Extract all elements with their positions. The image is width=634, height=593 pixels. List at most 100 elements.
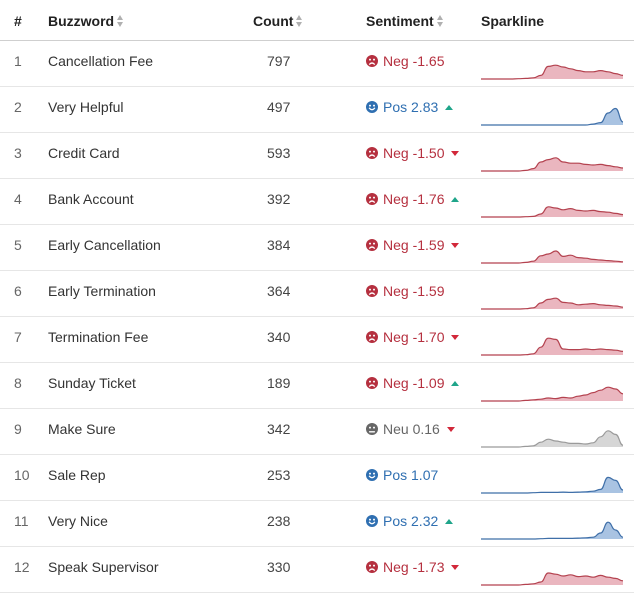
sparkline-area (481, 387, 623, 401)
sentiment-cell: Neu 0.16 (366, 420, 455, 438)
table-row[interactable]: 6 Early Termination 364 Neg -1.59 (0, 271, 634, 317)
sparkline-area (481, 65, 623, 79)
sort-icon[interactable] (436, 15, 444, 28)
neutral-face-icon (366, 423, 378, 436)
frown-icon (366, 193, 378, 206)
trend-up-icon (445, 104, 454, 110)
frown-icon (366, 239, 378, 252)
sentiment-score: Neg -1.70 (383, 329, 445, 345)
table-row[interactable]: 5 Early Cancellation 384 Neg -1.59 (0, 225, 634, 271)
sort-icon[interactable] (117, 15, 124, 28)
buzzword-cell: Early Cancellation (48, 237, 161, 253)
sentiment-score: Neg -1.09 (383, 375, 445, 391)
sparkline-line (481, 430, 624, 448)
smile-icon (366, 469, 378, 482)
sparkline-chart (481, 297, 624, 310)
sentiment-score: Neg -1.59 (383, 237, 445, 253)
count-cell: 340 (267, 329, 291, 345)
rank-cell: 5 (14, 237, 22, 253)
sparkline-chart (481, 64, 624, 80)
sparkline-chart (481, 521, 624, 540)
sparkline-chart (481, 250, 624, 264)
count-cell: 253 (267, 467, 291, 483)
sparkline-line (481, 337, 624, 356)
buzzword-cell: Cancellation Fee (48, 53, 154, 69)
buzzword-cell: Make Sure (48, 421, 116, 437)
trend-up-icon (445, 518, 454, 524)
sparkline-line (481, 64, 624, 80)
count-cell: 593 (267, 145, 291, 161)
table-row[interactable]: 1 Cancellation Fee 797 Neg -1.65 (0, 41, 634, 87)
smile-icon (366, 515, 378, 528)
header-buzzword[interactable]: Buzzword (48, 12, 124, 30)
frown-icon (366, 147, 378, 160)
sparkline-chart (481, 107, 624, 126)
rank-cell: 12 (14, 559, 30, 575)
sparkline-area (481, 477, 623, 493)
sparkline-area (481, 157, 623, 171)
sparkline-area (481, 430, 623, 447)
sparkline-area (481, 573, 623, 585)
sentiment-cell: Neg -1.59 (366, 282, 444, 300)
table-row[interactable]: 3 Credit Card 593 Neg -1.50 (0, 133, 634, 179)
header-count-label: Count (253, 13, 294, 29)
sparkline-line (481, 250, 624, 264)
header-sparkline: Sparkline (481, 13, 545, 29)
sentiment-cell: Pos 2.83 (366, 98, 454, 116)
table-row[interactable]: 4 Bank Account 392 Neg -1.76 (0, 179, 634, 225)
sort-icon[interactable] (296, 15, 303, 28)
table-row[interactable]: 8 Sunday Ticket 189 Neg -1.09 (0, 363, 634, 409)
sparkline-line (481, 476, 624, 494)
sentiment-score: Neg -1.76 (383, 191, 445, 207)
sentiment-cell: Neg -1.73 (366, 558, 460, 576)
sparkline-line (481, 521, 624, 540)
sentiment-cell: Neg -1.70 (366, 328, 460, 346)
header-sentiment[interactable]: Sentiment (366, 12, 444, 30)
buzzword-cell: Credit Card (48, 145, 120, 161)
rank-cell: 7 (14, 329, 22, 345)
buzzword-cell: Termination Fee (48, 329, 149, 345)
sparkline-area (481, 298, 623, 309)
table-row[interactable]: 10 Sale Rep 253 Pos 1.07 (0, 455, 634, 501)
rank-cell: 2 (14, 99, 22, 115)
sparkline-chart (481, 157, 624, 172)
count-cell: 364 (267, 283, 291, 299)
sparkline-chart (481, 337, 624, 356)
trend-up-icon (451, 196, 460, 202)
trend-up-icon (451, 380, 460, 386)
count-cell: 497 (267, 99, 291, 115)
sentiment-cell: Neg -1.59 (366, 236, 460, 254)
sparkline-area (481, 108, 623, 125)
sparkline-line (481, 107, 624, 126)
buzzword-cell: Sunday Ticket (48, 375, 136, 391)
rank-cell: 4 (14, 191, 22, 207)
table-row[interactable]: 7 Termination Fee 340 Neg -1.70 (0, 317, 634, 363)
sentiment-cell: Pos 2.32 (366, 512, 454, 530)
sparkline-area (481, 338, 623, 355)
table-row[interactable]: 9 Make Sure 342 Neu 0.16 (0, 409, 634, 455)
rank-cell: 8 (14, 375, 22, 391)
header-buzzword-label: Buzzword (48, 13, 115, 29)
table-row[interactable]: 12 Speak Supervisor 330 Neg -1.73 (0, 547, 634, 593)
count-cell: 330 (267, 559, 291, 575)
sentiment-cell: Neg -1.09 (366, 374, 460, 392)
count-cell: 797 (267, 53, 291, 69)
sparkline-chart (481, 572, 624, 586)
header-count[interactable]: Count (253, 12, 303, 30)
rank-cell: 9 (14, 421, 22, 437)
frown-icon (366, 377, 378, 390)
count-cell: 392 (267, 191, 291, 207)
frown-icon (366, 331, 378, 344)
sentiment-cell: Neg -1.65 (366, 52, 444, 70)
header-rank: # (14, 13, 22, 29)
table-row[interactable]: 2 Very Helpful 497 Pos 2.83 (0, 87, 634, 133)
sparkline-area (481, 206, 623, 217)
rank-cell: 1 (14, 53, 22, 69)
sparkline-line (481, 297, 624, 310)
trend-down-icon (451, 564, 460, 570)
header-sentiment-label: Sentiment (366, 13, 434, 29)
sentiment-score: Pos 2.32 (383, 513, 439, 529)
trend-down-icon (451, 242, 460, 248)
buzzword-cell: Bank Account (48, 191, 134, 207)
table-row[interactable]: 11 Very Nice 238 Pos 2.32 (0, 501, 634, 547)
